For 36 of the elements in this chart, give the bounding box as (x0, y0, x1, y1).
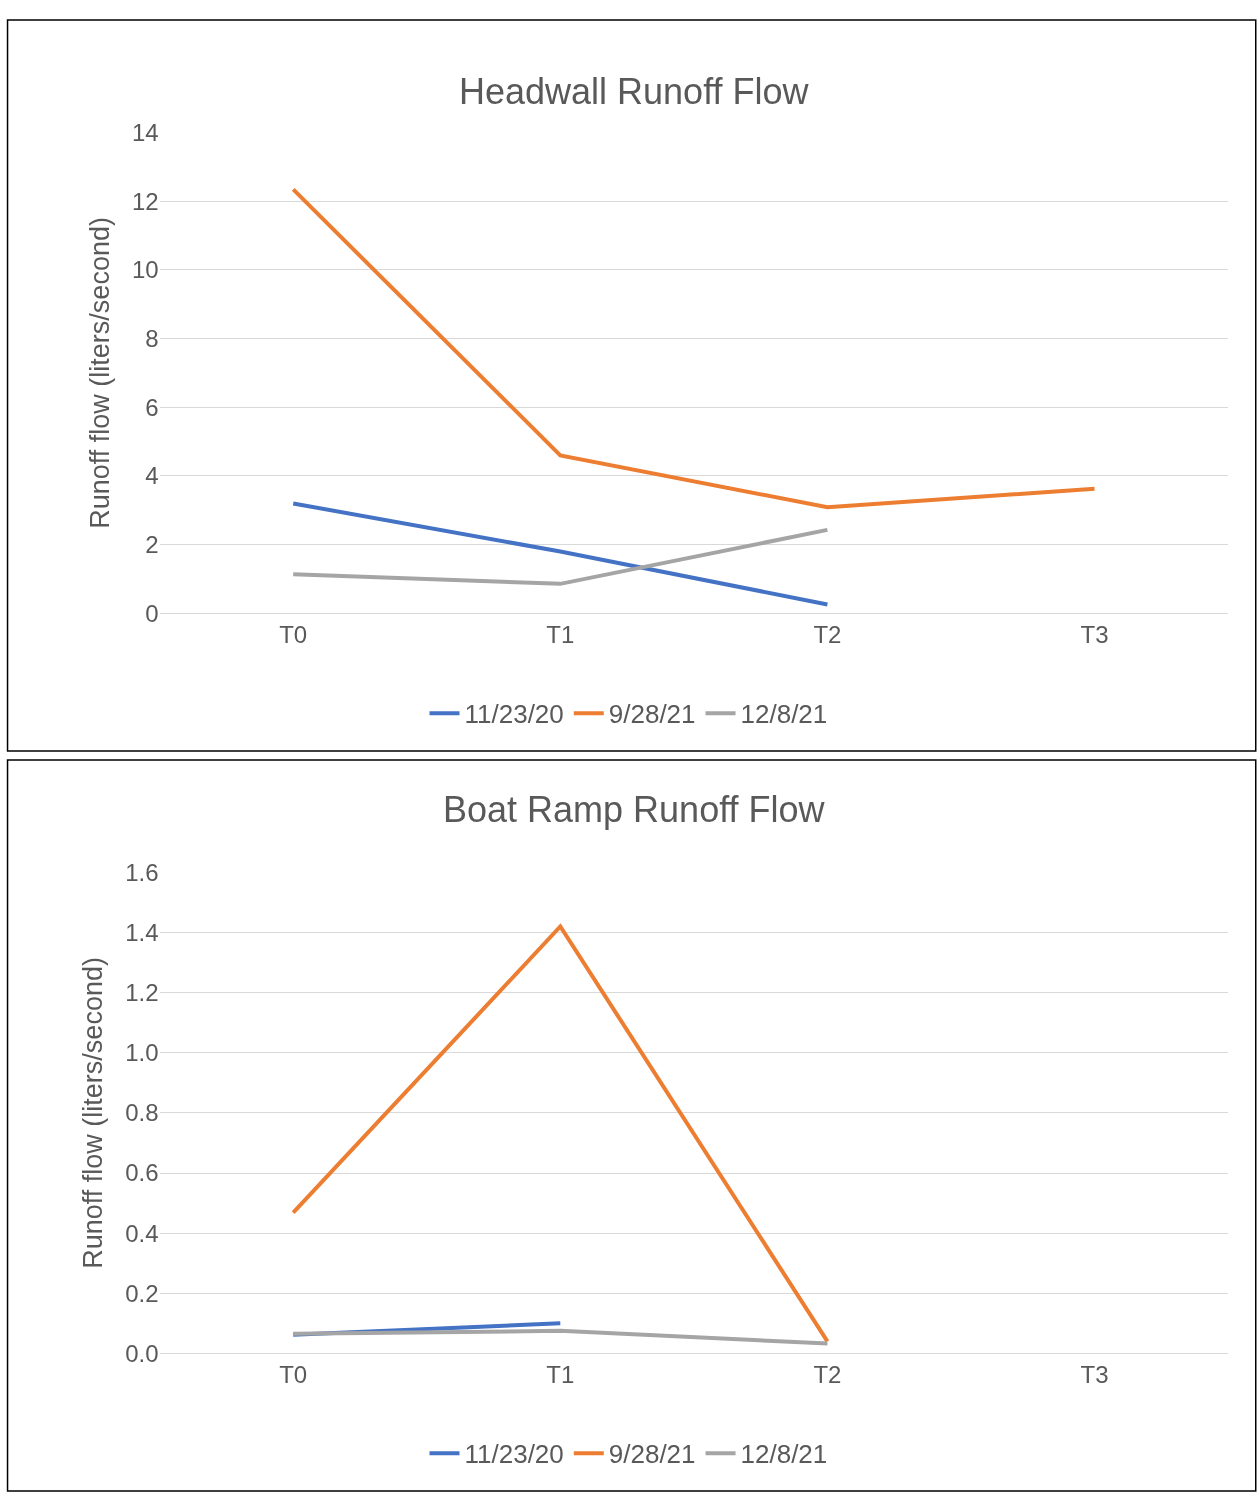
y-tick-label: 12 (131, 187, 159, 215)
y-tick-label: 14 (131, 118, 159, 146)
y-axis-title: Runoff flow (liters/second) (78, 957, 109, 1269)
y-tick-label: 0.8 (125, 1099, 159, 1127)
line-series (291, 187, 1097, 510)
y-tick-label: 0 (145, 599, 159, 627)
y-tick-label: 1.4 (125, 918, 159, 946)
y-tick-label: 0.2 (125, 1279, 159, 1307)
y-tick-label: 4 (145, 462, 159, 490)
x-tick-label: T2 (813, 1361, 842, 1389)
y-tick-label: 1.2 (125, 979, 159, 1007)
y-tick-label: 10 (131, 256, 159, 284)
y-tick-label: 0.4 (125, 1219, 159, 1247)
x-tick-label: T2 (813, 621, 842, 649)
legend-label: 11/23/20 (464, 1439, 564, 1470)
x-tick-label: T0 (279, 621, 308, 649)
y-tick-label: 1.6 (125, 858, 159, 886)
legend-label: 12/8/21 (740, 699, 828, 730)
x-tick-label: T0 (279, 1361, 308, 1389)
x-tick-label: T1 (546, 1361, 575, 1389)
chart-title: Boat Ramp Runoff Flow (443, 789, 826, 830)
legend-label: 9/28/21 (608, 1439, 696, 1470)
x-tick-label: T3 (1080, 621, 1109, 649)
legend-label: 11/23/20 (464, 699, 564, 730)
y-tick-label: 2 (145, 531, 159, 559)
y-tick-label: 6 (145, 393, 159, 421)
y-axis-title: Runoff flow (liters/second) (84, 217, 115, 529)
y-tick-label: 0.0 (125, 1339, 159, 1367)
y-tick-label: 0.6 (125, 1159, 159, 1187)
legend-label: 12/8/21 (740, 1439, 828, 1470)
legend-label: 9/28/21 (608, 699, 696, 730)
chart-title: Headwall Runoff Flow (459, 71, 810, 112)
x-tick-label: T3 (1080, 1361, 1109, 1389)
y-tick-label: 8 (145, 324, 159, 352)
y-tick-label: 1.0 (125, 1039, 159, 1067)
x-tick-label: T1 (546, 621, 575, 649)
